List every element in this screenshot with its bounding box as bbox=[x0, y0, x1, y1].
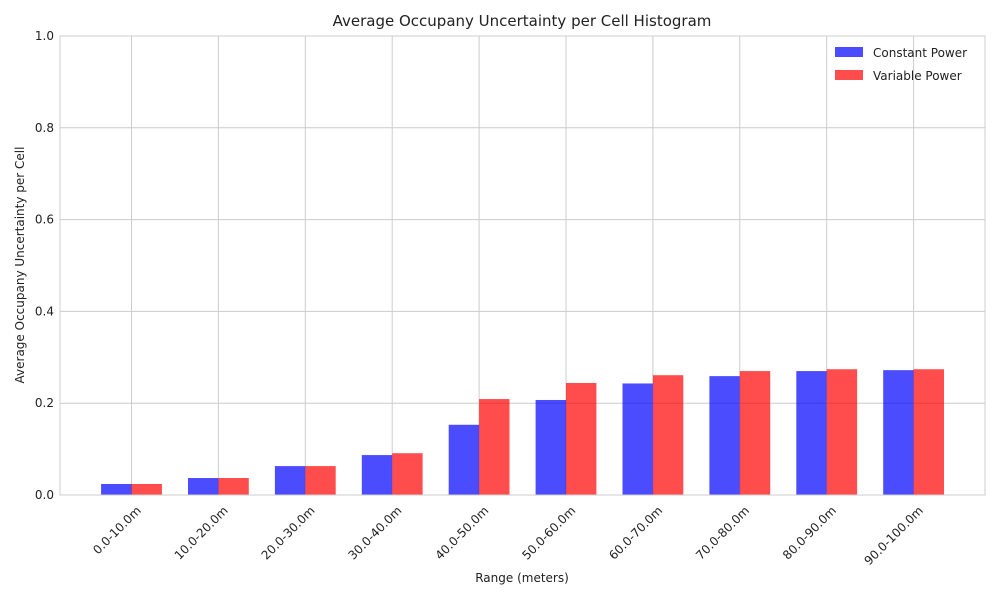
legend-swatch-variable-power bbox=[835, 70, 863, 80]
y-tick-label: 0.8 bbox=[35, 121, 54, 135]
chart-title: Average Occupany Uncertainty per Cell Hi… bbox=[333, 12, 712, 30]
bar-constant-power bbox=[622, 383, 653, 495]
x-tick-label: 80.0-90.0m bbox=[780, 503, 839, 562]
bar-variable-power bbox=[218, 478, 249, 495]
x-tick-label: 50.0-60.0m bbox=[519, 503, 578, 562]
bar-variable-power bbox=[305, 466, 336, 495]
bar-variable-power bbox=[739, 371, 771, 495]
x-tick-label: 10.0-20.0m bbox=[172, 503, 231, 562]
bar-constant-power bbox=[274, 466, 306, 495]
bar-constant-power bbox=[101, 483, 132, 495]
bar-variable-power bbox=[913, 369, 944, 495]
x-tick-label: 90.0-100.0m bbox=[862, 503, 926, 567]
x-axis-label: Range (meters) bbox=[475, 571, 569, 585]
x-tick-label: 40.0-50.0m bbox=[432, 503, 491, 562]
y-tick-label: 0.0 bbox=[35, 488, 54, 502]
y-tick-label: 1.0 bbox=[35, 29, 54, 43]
bar-constant-power bbox=[361, 455, 393, 495]
x-tick-label: 0.0-10.0m bbox=[90, 503, 144, 557]
bar-variable-power bbox=[392, 453, 423, 495]
y-tick-label: 0.2 bbox=[35, 396, 54, 410]
legend-swatch-constant-power bbox=[835, 47, 863, 57]
bar-constant-power bbox=[709, 376, 740, 495]
bar-constant-power bbox=[883, 370, 914, 495]
bar-variable-power bbox=[131, 483, 162, 495]
y-tick-label: 0.6 bbox=[35, 213, 54, 227]
y-tick-label: 0.4 bbox=[35, 304, 54, 318]
x-tick-label: 20.0-30.0m bbox=[259, 503, 318, 562]
bar-variable-power bbox=[479, 399, 510, 495]
x-tick-label: 70.0-80.0m bbox=[693, 503, 752, 562]
bars bbox=[101, 369, 944, 495]
legend-label-constant-power: Constant Power bbox=[873, 46, 967, 60]
x-tick-label: 30.0-40.0m bbox=[346, 503, 405, 562]
plot-frame bbox=[59, 35, 986, 496]
y-axis-label: Average Occupany Uncertainty per Cell bbox=[13, 147, 27, 384]
bar-constant-power bbox=[188, 478, 219, 495]
y-tick-labels: 0.0 0.2 0.4 0.6 0.8 1.0 bbox=[35, 29, 54, 502]
bar-constant-power bbox=[448, 424, 480, 495]
bar-constant-power bbox=[796, 371, 827, 495]
bar-variable-power bbox=[566, 383, 597, 495]
x-tick-labels: 0.0-10.0m 10.0-20.0m 20.0-30.0m 30.0-40.0m 4… bbox=[90, 503, 926, 567]
legend: Constant Power Variable Power bbox=[835, 46, 967, 83]
bar-variable-power bbox=[652, 375, 684, 495]
legend-label-variable-power: Variable Power bbox=[873, 69, 962, 83]
bar-variable-power bbox=[826, 369, 858, 495]
x-tick-label: 60.0-70.0m bbox=[606, 503, 665, 562]
bar-constant-power bbox=[535, 399, 566, 495]
